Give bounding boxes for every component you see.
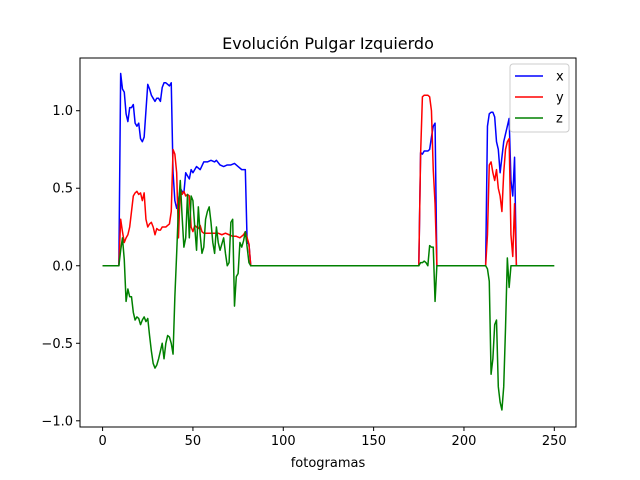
legend-label-y: y: [556, 91, 564, 106]
legend-label-x: x: [556, 70, 564, 85]
y-tick-label: 0.0: [52, 259, 73, 274]
series-line-x: [102, 72, 518, 267]
y-tick-label: 0.5: [52, 182, 73, 197]
x-tick-label: 100: [271, 434, 296, 449]
plot-frame: [79, 57, 577, 428]
x-tick-label: 200: [452, 434, 477, 449]
legend-label-z: z: [556, 112, 563, 127]
x-tick-label: 150: [361, 434, 386, 449]
x-tick-label: 250: [542, 434, 567, 449]
legend-box: [509, 63, 570, 133]
y-axis-ticks: −1.0 −0.5 0.0 0.5 1.0: [41, 104, 80, 429]
y-tick-label: −1.0: [41, 414, 73, 429]
x-axis-title: fotogramas: [291, 456, 366, 471]
series-lines: [102, 72, 555, 411]
x-tick-label: 0: [98, 434, 106, 449]
legend-entries: xyz: [515, 70, 564, 127]
x-tick-label: 50: [185, 434, 202, 449]
x-axis-ticks: 0 50 100 150 200 250: [98, 427, 567, 449]
legend: xyz: [509, 63, 570, 133]
y-tick-label: −0.5: [41, 337, 73, 352]
chart-title: Evolución Pulgar Izquierdo: [222, 34, 434, 53]
y-tick-label: 1.0: [52, 104, 73, 119]
series-line-z: [102, 179, 555, 411]
